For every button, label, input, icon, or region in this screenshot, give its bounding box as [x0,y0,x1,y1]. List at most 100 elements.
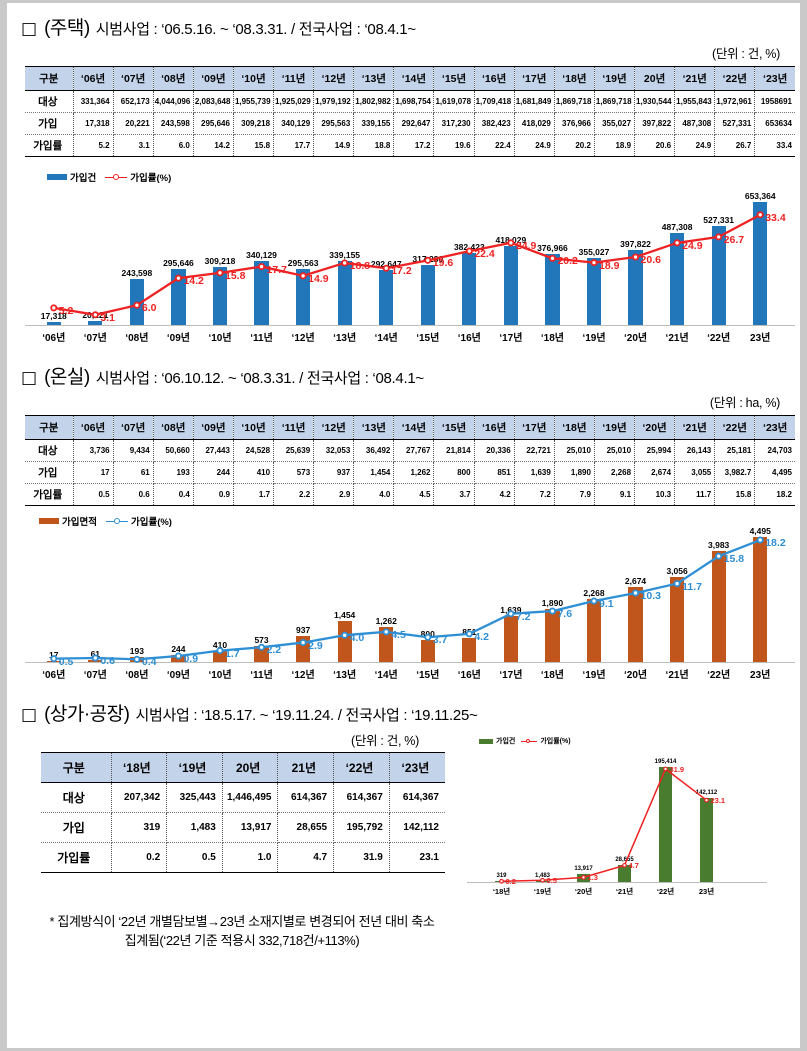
table-cell: 20,336 [473,439,515,462]
legend-item-bar: 가입면적 [39,514,97,528]
row-header-0: 대상 [25,439,74,462]
chart-bar-label: 3,056 [666,565,688,576]
chart-bar-label: 28,655 [615,857,634,864]
col-header-year: ‘23년 [754,66,795,91]
table-cell: 33.4 [754,134,795,157]
col-header-year: ‘21년 [674,66,716,91]
chart-point-label: 7.6 [557,608,573,621]
col-header-year: ‘11년 [273,66,315,91]
chart-bar-label: 573 [254,635,269,645]
table-cell: 2.2 [273,483,315,506]
legend-line-swatch-icon [521,737,538,746]
chart-bar-label: 355,027 [578,247,610,258]
chart-bar-label: 295,563 [287,258,319,269]
table-cell: 652,173 [112,90,154,113]
chart-bar-label: 1,454 [334,610,356,621]
chart-bar-label: 937 [296,624,311,635]
table-cell: 25,639 [273,439,315,462]
chart-point-label: 0.5 [58,655,74,668]
chart-x-tick-label: ‘22년 [707,333,731,344]
table-cell: 339,155 [353,112,395,135]
chart-bar-label: 13,917 [574,865,593,872]
table-cell: 17,318 [72,112,114,135]
table-cell: 4,044,096 [152,90,194,113]
chart-bar-label: 195,414 [654,758,677,765]
table-row: 가입률 0.2 0.5 1.0 4.7 31.9 23.1 [41,842,445,873]
chart-point-label: 14.2 [183,275,204,288]
table-cell: 0.4 [152,483,194,506]
table-cell: 25,010 [553,439,595,462]
unit-note-housing: (단위 : 건, %) [711,47,780,61]
table-row: 가입 17,318 20,221 243,598 295,646 309,218 340,1… [25,112,795,135]
table-cell: 3,982.7 [714,461,756,484]
chart-bar-label: 243,598 [121,268,153,279]
table-cell: 800 [433,461,475,484]
table-cell: 292,647 [393,112,435,135]
table-cell: 193 [152,461,194,484]
chart-x-tick-label: ‘20년 [623,333,648,344]
row-header-1: 가입 [41,812,112,843]
unit-note-greenhouse: (단위 : ha, %) [709,396,780,410]
table-cell: 331,364 [72,90,114,113]
chart-x-tick-label: ‘11년 [250,333,273,344]
table-cell: 4,495 [754,461,795,484]
chart-point-label: 3.7 [432,634,448,647]
chart-x-tick-label: 23년 [698,887,715,896]
table-cell: 1,890 [553,461,595,484]
col-header-category: 구분 [25,415,74,440]
chart-point-label: 22.4 [474,248,495,261]
table-cell: 2.9 [313,483,355,506]
chart-point-label: 31.9 [669,764,685,774]
legend-line-swatch-icon [105,173,128,182]
chart-x-tick-label: ‘15년 [416,670,440,681]
chart-bar [212,266,228,325]
chart-housing: 가입건 가입률(%) 17,31820,221243,598295,646309… [25,165,795,350]
chart-point-label: 18.9 [599,259,620,272]
legend-item-bar: 가입건 [479,736,515,746]
chart-point-label: 6.0 [141,302,157,315]
table-housing: 구분 ‘06년 ‘07년 ‘08년 ‘09년 ‘10년 ‘11년 ‘12년 ‘1… [25,66,795,157]
chart-bar [670,233,685,325]
chart-x-tick-label: ‘09년 [166,670,190,681]
table-cell: 1,639 [513,461,555,484]
table-cell: 21,814 [433,439,475,462]
table-cell: 50,660 [152,439,194,462]
chart-bar-label: 339,155 [329,250,361,261]
table-row: 가입률 0.5 0.6 0.4 0.9 1.7 2.2 2.9 4.0 4.5 3.7 4.2 7.2 7… [25,483,795,506]
chart-point-label: 15.8 [723,553,745,566]
table-cell: 195,792 [333,812,390,843]
row-header-2: 가입률 [25,134,74,157]
chart-x-tick-label: ‘06년 [42,333,66,344]
table-cell: 9,434 [112,439,154,462]
legend-item-line: 가입률(%) [521,736,571,746]
chart-bar-label: 292,647 [370,258,402,269]
chart-x-tick-label: ‘08년 [125,333,149,344]
table-cell: 18.9 [593,134,636,157]
col-header-year: ‘12년 [313,66,355,91]
chart-bar-label: 319 [496,872,507,879]
table-cell: 614,367 [388,782,445,813]
chart-bar-label: 376,966 [537,242,568,253]
chart-bar [420,265,435,325]
chart-bar-label: 340,129 [246,249,277,260]
chart-point-label: 9.1 [599,598,614,611]
chart-point-label: 24.9 [515,239,537,252]
col-header-year: ‘07년 [112,66,154,91]
section-title-greenhouse: □ (온실) 시범사업 : ‘06.10.12. ~ ‘08.3.31. / 전… [7,362,800,389]
chart-point-label: 17.2 [391,265,412,278]
chart-bar [545,609,560,662]
chart-point-label: 4.5 [391,628,406,641]
table-cell: 17.7 [273,134,315,157]
table-cell: 1,709,418 [473,90,515,113]
col-header-year: ‘08년 [152,415,194,440]
chart-point-label: 15.8 [225,269,246,282]
table-cell: 11.7 [674,483,716,506]
table-cell: 28,655 [277,812,335,843]
chart-bar [337,621,352,662]
chart-x-tick-label: ‘09년 [166,333,190,344]
col-header-category: 구분 [41,752,112,783]
table-cell: 2,083,648 [192,90,234,113]
table-row: 가입 319 1,483 13,917 28,655 195,792 142,112 [41,812,445,843]
chart-line-series [50,536,764,663]
chart-x-tick-label: ‘11년 [250,670,273,681]
